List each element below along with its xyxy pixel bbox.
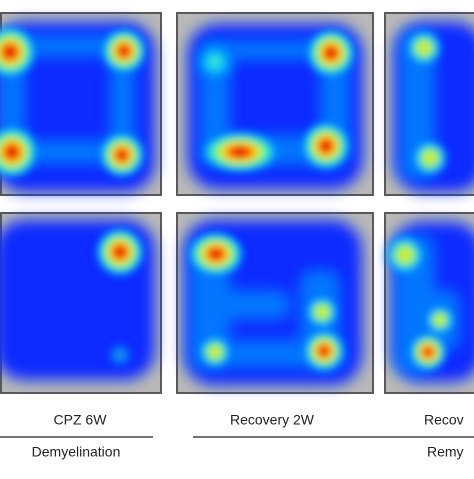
heat-spots: [0, 24, 456, 373]
panel-label: Recov: [424, 412, 464, 428]
group-label: Demyelination: [32, 444, 121, 460]
panel-label: Recovery 2W: [230, 412, 315, 428]
group-label: Remy: [427, 444, 464, 460]
panel-label: CPZ 6W: [54, 412, 108, 428]
